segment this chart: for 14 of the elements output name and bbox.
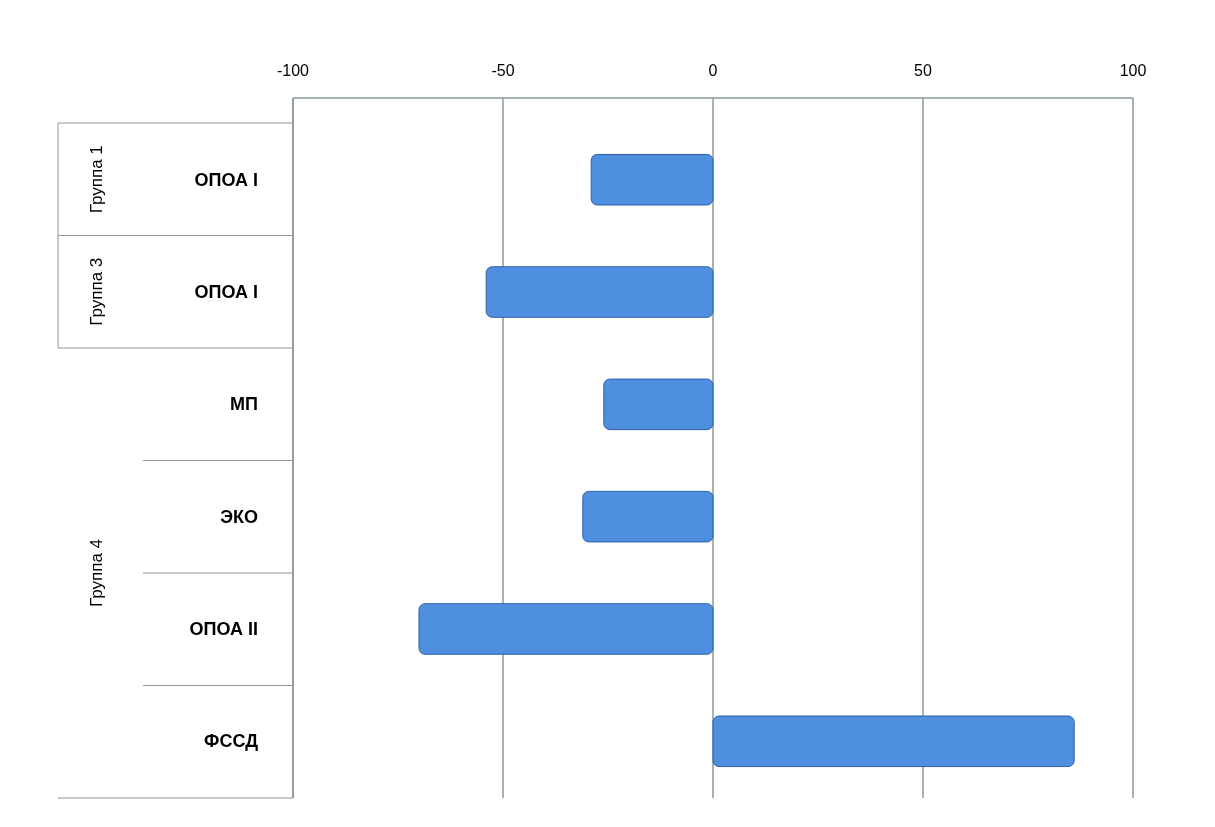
x-tick-label: 100: [1119, 62, 1147, 79]
y-tick-label: ОПОА I: [194, 282, 258, 303]
y-tick-label: ОПОА II: [189, 618, 258, 639]
x-tick-label: -50: [491, 62, 515, 79]
x-tick-label: -100: [276, 62, 310, 79]
text: Группа 4: [86, 538, 106, 608]
x-tick-label: 0: [708, 62, 718, 79]
y-tick-label: ОПОА I: [194, 169, 258, 190]
text: Группа 3: [86, 257, 106, 326]
y-tick-label: ЭКО: [220, 506, 258, 527]
x-tick-label: 50: [914, 62, 932, 79]
y-tick-label: МП: [230, 394, 258, 415]
text: Группа 1: [86, 145, 106, 214]
y-tick-label: ФССД: [204, 731, 259, 752]
